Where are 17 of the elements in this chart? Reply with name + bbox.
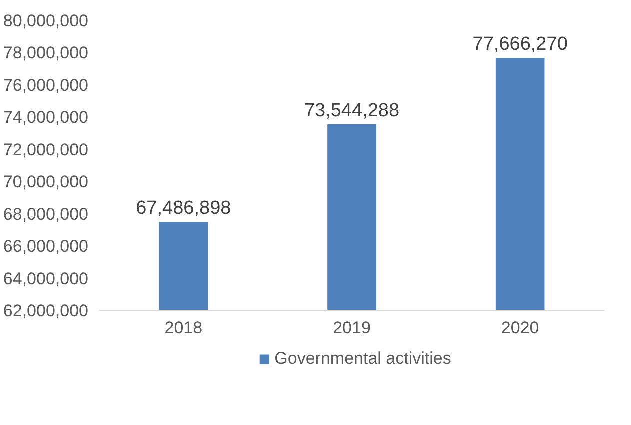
- y-tick-label: 78,000,000: [3, 44, 89, 63]
- x-tick-label: 2018: [164, 318, 203, 338]
- y-tick-label: 66,000,000: [3, 237, 89, 256]
- x-tick-label: 2019: [333, 318, 371, 338]
- y-tick-label: 72,000,000: [3, 140, 89, 160]
- y-tick-label: 80,000,000: [3, 12, 89, 30]
- x-tick-label: 2020: [501, 318, 540, 338]
- data-label: 73,544,288: [304, 100, 400, 122]
- y-tick-label: 68,000,000: [3, 204, 89, 224]
- y-tick-label: 64,000,000: [3, 269, 89, 288]
- data-label: 77,666,270: [472, 34, 568, 56]
- data-label: 67,486,898: [136, 198, 232, 220]
- y-tick-label: 76,000,000: [3, 76, 89, 95]
- legend-label: Governmental activities: [274, 348, 452, 368]
- y-tick-label: 74,000,000: [3, 108, 89, 128]
- y-tick-label: 70,000,000: [3, 172, 89, 192]
- y-tick-label: 62,000,000: [3, 302, 89, 320]
